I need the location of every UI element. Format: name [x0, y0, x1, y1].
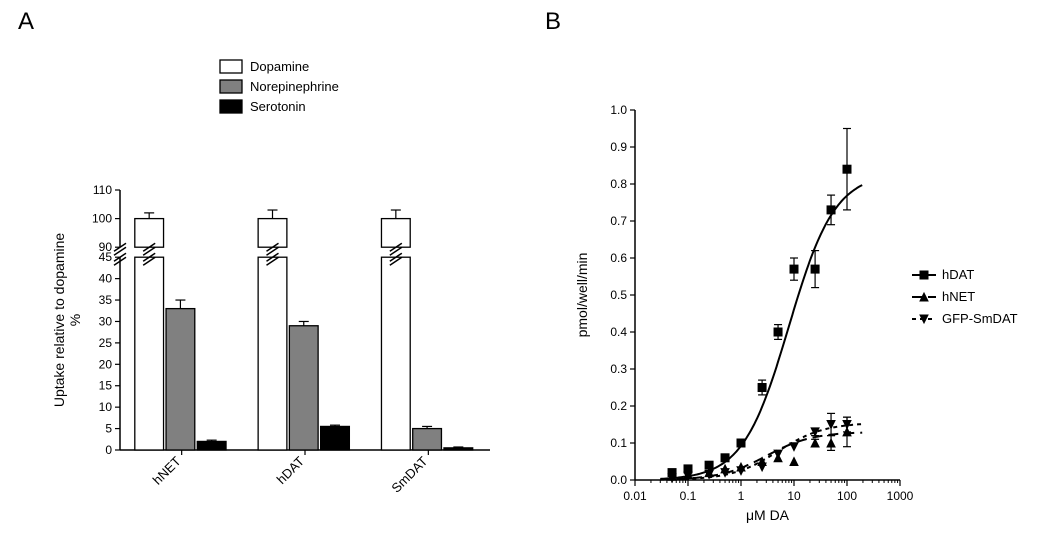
figure: A B Dopamine Norepinephrine Serotonin 0 5 10 1…: [0, 0, 1050, 558]
x-tick-label: 10: [787, 489, 801, 503]
panel-b-label: B: [545, 8, 561, 36]
x-category-label: SmDAT: [388, 453, 430, 495]
y-tick-label: 110: [93, 183, 112, 197]
marker-tri-down: [811, 428, 819, 436]
marker-square: [920, 271, 928, 279]
y-tick-label: 35: [99, 293, 113, 307]
y-tick-label: 100: [92, 212, 112, 226]
legend-label: GFP-SmDAT: [942, 311, 1018, 326]
bar-lower: [135, 257, 164, 450]
marker-tri-down: [790, 443, 798, 451]
x-tick-label: 0.1: [680, 489, 697, 503]
y-tick-label: 0.4: [610, 325, 627, 339]
legend-label: Dopamine: [250, 59, 309, 74]
marker-square: [843, 165, 851, 173]
bar-upper: [258, 219, 287, 248]
x-tick-label: 100: [837, 489, 857, 503]
bar: [321, 426, 350, 450]
y-tick-label: 40: [99, 272, 113, 286]
bar: [166, 309, 195, 450]
y-tick-label: 0.7: [610, 214, 627, 228]
y-tick-label: 5: [105, 422, 112, 436]
bar: [413, 429, 442, 450]
marker-square: [790, 265, 798, 273]
marker-square: [827, 206, 835, 214]
panel-b-svg: 0.0 0.1 0.2 0.3 0.4 0.5 0.6 0.7 0.8 0.9 1.0 0.01 0.1…: [560, 50, 1030, 530]
x-axis-label: μM DA: [746, 507, 790, 523]
panel-a-svg: Dopamine Norepinephrine Serotonin 0 5 10 15 20 2…: [40, 50, 510, 530]
marker-square: [811, 265, 819, 273]
bar: [289, 326, 318, 450]
bar-upper: [135, 219, 164, 248]
x-tick-label: 1000: [887, 489, 914, 503]
marker-tri-down: [774, 450, 782, 458]
x-category-label: hDAT: [274, 453, 307, 486]
y-tick-label: 0.6: [610, 251, 627, 265]
panel-b-legend: hDAT hNET GFP-SmDAT: [912, 267, 1018, 326]
legend-label: Norepinephrine: [250, 79, 339, 94]
y-axis-label: pmol/well/min: [574, 253, 590, 338]
marker-square: [737, 439, 745, 447]
y-tick-label: 20: [99, 357, 113, 371]
y-tick-label: 0.5: [610, 288, 627, 302]
panel-b: 0.0 0.1 0.2 0.3 0.4 0.5 0.6 0.7 0.8 0.9 1.0 0.01 0.1…: [560, 50, 1030, 530]
y-axis-label: Uptake relative to dopamine%: [51, 233, 83, 408]
y-tick-label: 0.2: [610, 399, 627, 413]
x-category-label: hNET: [150, 453, 184, 487]
marker-square: [721, 454, 729, 462]
legend-label: Serotonin: [250, 99, 306, 114]
bar-lower: [258, 257, 287, 450]
bar-upper: [381, 219, 410, 248]
legend-swatch: [220, 60, 242, 73]
y-tick-label: 0.3: [610, 362, 627, 376]
marker-square: [758, 384, 766, 392]
panel-a: Dopamine Norepinephrine Serotonin 0 5 10 15 20 2…: [40, 50, 510, 530]
y-tick-label: 15: [99, 379, 113, 393]
y-tick-label: 10: [99, 400, 113, 414]
y-tick-label: 25: [99, 336, 113, 350]
bar: [444, 448, 473, 450]
y-tick-label: 0.1: [610, 436, 627, 450]
legend-swatch: [220, 100, 242, 113]
bar: [197, 441, 226, 450]
marker-tri-up: [827, 439, 835, 447]
x-tick-label: 0.01: [623, 489, 647, 503]
y-tick-label: 90: [99, 240, 113, 254]
panel-a-label: A: [18, 8, 34, 36]
legend-label: hNET: [942, 289, 975, 304]
legend-label: hDAT: [942, 267, 974, 282]
marker-tri-down: [758, 463, 766, 471]
panel-a-legend: Dopamine Norepinephrine Serotonin: [220, 59, 339, 114]
bar-lower: [381, 257, 410, 450]
legend-swatch: [220, 80, 242, 93]
marker-tri-up: [790, 458, 798, 466]
marker-square: [774, 328, 782, 336]
y-tick-label: 0.9: [610, 140, 627, 154]
y-tick-label: 1.0: [610, 103, 627, 117]
x-tick-label: 1: [738, 489, 745, 503]
y-tick-label: 30: [99, 314, 113, 328]
marker-tri-up: [811, 439, 819, 447]
y-tick-label: 0: [105, 443, 112, 457]
y-tick-label: 0.0: [610, 473, 627, 487]
y-tick-label: 0.8: [610, 177, 627, 191]
